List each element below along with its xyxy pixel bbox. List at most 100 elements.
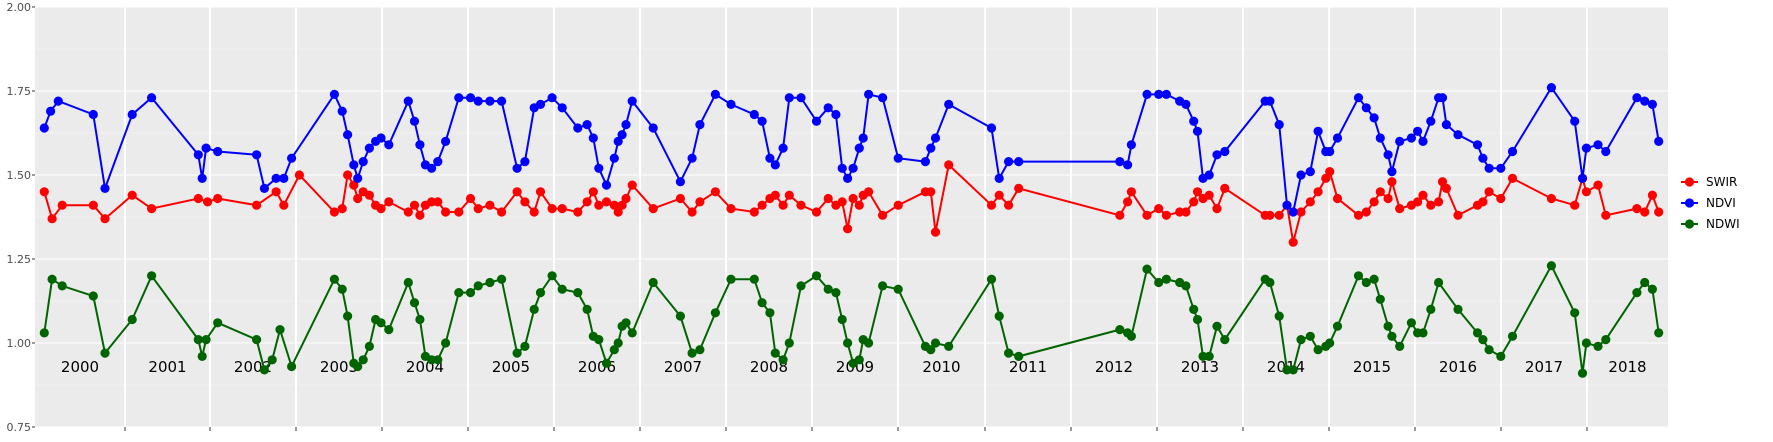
data-point <box>778 355 788 365</box>
data-point <box>1361 103 1371 113</box>
x-axis <box>124 427 1588 431</box>
data-point <box>594 163 604 173</box>
data-point <box>749 274 759 284</box>
data-point <box>757 200 767 210</box>
data-point <box>1387 167 1397 177</box>
data-point <box>1161 274 1171 284</box>
data-point <box>364 190 374 200</box>
data-point <box>415 210 425 220</box>
data-point <box>695 120 705 130</box>
data-point <box>1274 311 1284 321</box>
data-point <box>376 133 386 143</box>
data-point <box>1570 116 1580 126</box>
data-point <box>823 103 833 113</box>
data-point <box>796 93 806 103</box>
data-point <box>1413 126 1423 136</box>
data-point <box>329 274 339 284</box>
data-point <box>864 338 874 348</box>
data-point <box>1478 335 1488 345</box>
data-point <box>675 193 686 204</box>
year-label: 2016 <box>1439 358 1477 376</box>
series-ndwi <box>39 261 1664 378</box>
data-point <box>1647 99 1657 109</box>
data-point <box>252 150 262 160</box>
data-point <box>687 348 697 358</box>
data-point <box>994 173 1004 183</box>
data-point <box>1453 210 1463 220</box>
data-point <box>1437 177 1448 187</box>
data-point <box>1325 167 1335 177</box>
data-point <box>726 274 736 284</box>
data-point <box>1395 204 1405 214</box>
data-point <box>1305 167 1315 177</box>
data-point <box>1413 197 1423 207</box>
data-point <box>441 136 451 146</box>
data-point <box>796 281 806 291</box>
year-label: 2006 <box>578 358 616 376</box>
data-point <box>364 341 374 351</box>
data-point <box>252 335 262 345</box>
data-point <box>1640 207 1650 217</box>
data-point <box>1369 274 1379 284</box>
data-point <box>749 207 759 217</box>
data-point <box>343 170 353 180</box>
data-point <box>100 348 110 358</box>
data-point <box>757 116 767 126</box>
data-point <box>473 204 483 214</box>
data-point <box>520 197 530 207</box>
data-point <box>1288 207 1298 217</box>
data-point <box>1601 210 1611 220</box>
data-point <box>358 157 368 167</box>
data-point <box>878 210 888 220</box>
data-point <box>1353 93 1364 103</box>
data-point <box>1546 83 1556 93</box>
data-point <box>193 150 203 160</box>
data-point <box>864 187 874 197</box>
data-point <box>213 146 223 157</box>
data-point <box>994 311 1004 321</box>
data-point <box>259 183 269 193</box>
data-point <box>588 187 598 197</box>
data-point <box>294 170 304 180</box>
data-point <box>1496 351 1506 361</box>
data-point <box>986 200 997 210</box>
data-point <box>1395 136 1405 146</box>
data-point <box>427 163 437 173</box>
data-point <box>1154 89 1164 99</box>
data-point <box>837 163 847 173</box>
data-point <box>710 89 721 99</box>
data-point <box>441 207 451 217</box>
data-point <box>1375 294 1385 304</box>
data-point <box>454 207 464 217</box>
series-ndvi <box>39 83 1664 217</box>
data-point <box>1478 153 1488 163</box>
data-point <box>1383 150 1393 160</box>
data-point <box>353 173 363 183</box>
data-point <box>621 193 631 204</box>
data-point <box>648 204 658 214</box>
data-point <box>893 200 903 210</box>
year-label: 2012 <box>1095 358 1133 376</box>
data-point <box>1453 130 1463 140</box>
data-point <box>497 96 507 106</box>
data-point <box>1274 210 1284 220</box>
data-point <box>1296 170 1306 180</box>
data-point <box>601 180 612 190</box>
y-tick-label: 0.75 <box>7 421 32 434</box>
y-axis: 0.75 1.00 1.25 1.50 1.75 2.00 <box>7 1 35 434</box>
data-point <box>1212 321 1222 331</box>
data-point <box>687 207 697 217</box>
data-point <box>1296 335 1306 345</box>
data-point <box>1115 325 1125 335</box>
data-point <box>1161 89 1171 99</box>
data-point <box>1593 341 1603 351</box>
year-label: 2015 <box>1353 358 1391 376</box>
data-point <box>848 193 858 204</box>
data-point <box>520 341 530 351</box>
data-point <box>384 140 394 150</box>
data-point <box>213 193 223 204</box>
data-point <box>39 187 49 197</box>
data-point <box>1332 133 1343 143</box>
y-tick-label: 1.25 <box>7 253 32 266</box>
series-swir <box>39 160 1664 247</box>
